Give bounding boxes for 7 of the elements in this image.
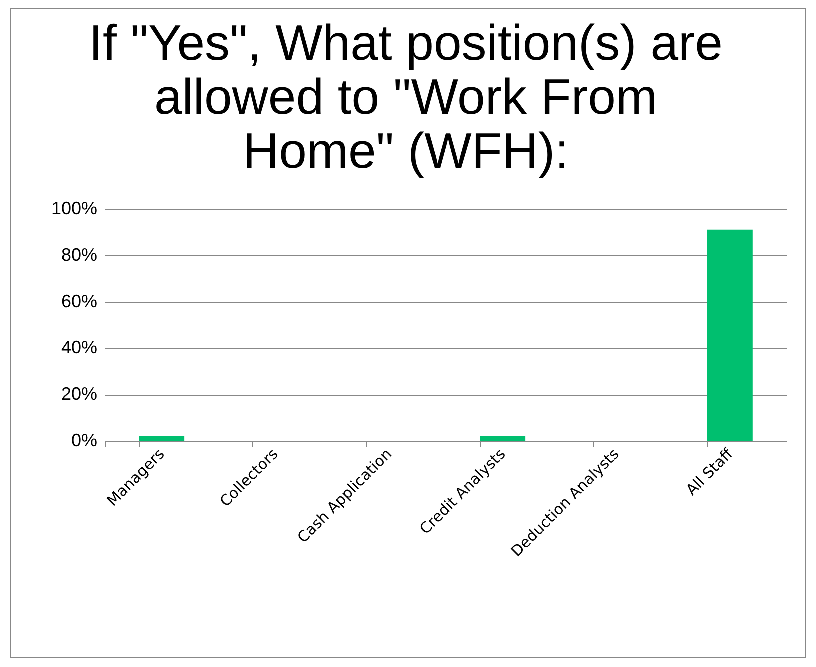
- y-tick-label: 60%: [61, 291, 98, 312]
- chart-title: If "Yes", What position(s) are allowed to "Work From Home" (WFH):: [89, 15, 723, 179]
- y-tick-label: 40%: [61, 338, 98, 358]
- y-tick-label: 0%: [71, 430, 98, 450]
- y-tick-label: 80%: [61, 244, 98, 265]
- y-tick-label: 20%: [61, 384, 98, 404]
- y-tick-label: 100%: [51, 198, 98, 218]
